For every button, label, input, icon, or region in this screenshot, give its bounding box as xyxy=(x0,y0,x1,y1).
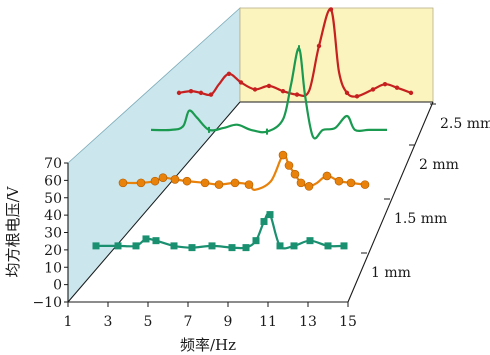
series-point-1-mm xyxy=(228,244,236,252)
y-tick-label: 20 xyxy=(44,243,62,259)
series-point-2-5-mm xyxy=(238,80,244,85)
series-point-2-5-mm xyxy=(188,88,194,94)
series-line-1-5-mm xyxy=(122,153,366,191)
series-point-2-5-mm xyxy=(316,43,322,49)
series-point-2-5-mm xyxy=(208,92,214,97)
series-point-2-5-mm xyxy=(294,92,300,97)
series-point-1-5-mm xyxy=(170,175,180,184)
series-point-1-5-mm xyxy=(360,180,370,189)
series-point-1-5-mm xyxy=(158,173,168,182)
series-point-1-mm xyxy=(324,242,332,250)
depth-axis-ticks: 1 mm 1.5 mm 2 mm 2.5 mm xyxy=(361,103,490,281)
series-point-1-mm xyxy=(208,242,216,250)
x-axis-title: 频率/Hz xyxy=(180,336,236,354)
x-tick-label: 11 xyxy=(259,314,277,330)
series-point-1-5-mm xyxy=(278,150,288,160)
series-point-2-5-mm xyxy=(280,88,286,94)
series-point-2-5-mm xyxy=(394,85,400,90)
series-layer xyxy=(92,7,414,252)
series-point-1-mm xyxy=(92,242,100,250)
series-point-1-5-mm xyxy=(230,178,240,188)
series-point-2-5-mm xyxy=(176,90,182,96)
series-point-1-mm xyxy=(340,242,348,250)
x-tick-label: 9 xyxy=(224,314,233,330)
depth-tick-label: 1.5 mm xyxy=(394,211,447,227)
series-point-1-mm xyxy=(152,237,160,245)
series-point-1-5-mm xyxy=(150,176,160,186)
side-wall-plane xyxy=(67,7,241,304)
series-point-1-5-mm xyxy=(214,180,224,189)
series-point-1-5-mm xyxy=(346,178,356,188)
series-point-1-mm xyxy=(142,235,150,243)
x-tick-label: 5 xyxy=(144,314,153,330)
depth-tick-label: 1 mm xyxy=(371,265,411,281)
series-point-1-mm xyxy=(266,211,274,219)
depth-axis-line xyxy=(347,101,434,303)
series-point-1-mm xyxy=(290,242,298,250)
series-point-2-5-mm xyxy=(354,94,360,99)
series-point-1-mm xyxy=(242,244,250,252)
depth-edge-left xyxy=(67,101,241,303)
series-point-2-5-mm xyxy=(344,90,350,96)
y-tick-label: 30 xyxy=(44,226,62,242)
series-point-1-5-mm xyxy=(304,182,314,191)
series-point-2-5-mm xyxy=(328,7,334,12)
series-point-1-mm xyxy=(306,237,314,245)
series-point-1-mm xyxy=(260,218,268,226)
series-point-1-5-mm xyxy=(322,171,332,181)
y-tick-label: 70 xyxy=(44,156,62,172)
x-tick-label: 15 xyxy=(339,314,357,330)
series-point-2-5-mm xyxy=(382,81,388,87)
series-point-2-5-mm xyxy=(266,83,272,89)
series-point-1-5-mm xyxy=(136,178,146,188)
series-point-1-mm xyxy=(114,242,122,250)
series-point-1-mm xyxy=(252,237,260,245)
y-tick-label: −10 xyxy=(32,295,62,311)
series-2-5-mm xyxy=(176,7,414,99)
series-point-1-mm xyxy=(188,244,196,252)
y-tick-label: 40 xyxy=(44,208,62,224)
series-line-2-mm xyxy=(150,47,387,140)
series-point-1-5-mm xyxy=(118,178,128,188)
series-point-1-5-mm xyxy=(334,176,344,186)
series-point-1-5-mm xyxy=(200,178,210,188)
x-tick-label: 7 xyxy=(184,314,193,330)
series-point-1-5-mm xyxy=(182,176,192,186)
series-2-mm xyxy=(150,45,387,140)
y-tick-label: 60 xyxy=(44,173,62,189)
series-point-2-5-mm xyxy=(408,90,414,96)
series-point-2-5-mm xyxy=(370,87,376,92)
series-point-2-5-mm xyxy=(198,90,204,96)
x-tick-label: 1 xyxy=(64,314,73,330)
series-point-1-5-mm xyxy=(296,178,306,188)
series-point-1-5-mm xyxy=(284,161,294,170)
series-1-mm xyxy=(92,211,348,252)
y-tick-label: 10 xyxy=(44,260,62,276)
series-point-1-mm xyxy=(170,242,178,250)
series-point-1-5-mm xyxy=(244,180,254,189)
x-axis-ticks: 1 3 5 7 9 11 13 15 xyxy=(64,302,357,330)
x-tick-label: 13 xyxy=(299,314,317,330)
depth-tick-label: 2 mm xyxy=(419,157,459,173)
y-tick-label: 50 xyxy=(44,191,62,207)
x-tick-label: 3 xyxy=(104,314,113,330)
series-point-2-5-mm xyxy=(252,87,258,92)
series-point-1-mm xyxy=(132,242,140,250)
series-1-5-mm xyxy=(118,150,370,191)
y-axis-title: 均方根电压/V xyxy=(4,185,22,277)
depth-tick-label: 2.5 mm xyxy=(440,116,490,132)
series-point-1-5-mm xyxy=(290,169,300,179)
series-point-2-5-mm xyxy=(226,71,232,76)
series-point-1-mm xyxy=(276,242,284,250)
y-tick-label: 0 xyxy=(53,278,62,294)
